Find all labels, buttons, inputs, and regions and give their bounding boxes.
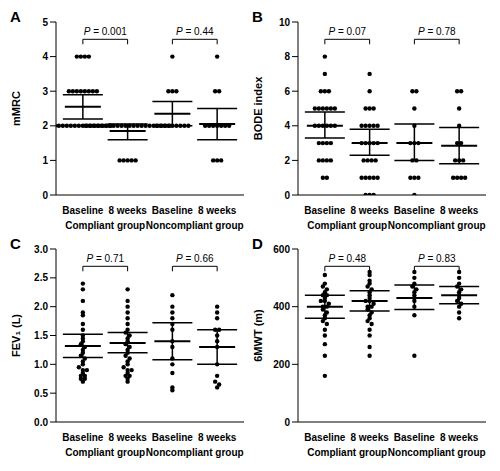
svg-text:2: 2 (42, 120, 48, 131)
html-text:A: A (10, 8, 21, 25)
svg-text:6MWT (m): 6MWT (m) (252, 309, 264, 362)
svg-text:400: 400 (273, 301, 290, 312)
svg-text:P = 0.07: P = 0.07 (328, 26, 366, 37)
svg-text:2.0: 2.0 (34, 301, 48, 312)
svg-text:2.5: 2.5 (34, 272, 48, 283)
svg-text:Baseline: Baseline (62, 432, 104, 443)
svg-text:8 weeks: 8 weeks (440, 432, 479, 443)
svg-text:600: 600 (273, 244, 290, 255)
html-text:C: C (10, 235, 21, 252)
svg-text:P = 0.66: P = 0.66 (176, 253, 214, 264)
svg-text:Noncompliant group: Noncompliant group (146, 220, 244, 231)
svg-text:8 weeks: 8 weeks (108, 205, 147, 216)
svg-text:4: 4 (284, 120, 290, 131)
svg-text:mMRC: mMRC (10, 91, 22, 126)
svg-text:8 weeks: 8 weeks (108, 432, 147, 443)
svg-text:8 weeks: 8 weeks (350, 205, 389, 216)
svg-text:1.5: 1.5 (34, 330, 48, 341)
svg-text:1: 1 (42, 155, 48, 166)
svg-text:200: 200 (273, 359, 290, 370)
svg-text:Noncompliant group: Noncompliant group (146, 447, 244, 458)
svg-text:Baseline: Baseline (304, 432, 346, 443)
svg-text:0.0: 0.0 (34, 417, 48, 428)
svg-text:Baseline: Baseline (394, 432, 436, 443)
svg-text:Baseline: Baseline (304, 205, 346, 216)
svg-text:Baseline: Baseline (152, 205, 194, 216)
svg-text:0.5: 0.5 (34, 388, 48, 399)
svg-text:P = 0.44: P = 0.44 (176, 26, 214, 37)
svg-text:4: 4 (42, 51, 48, 62)
svg-text:3.0: 3.0 (34, 244, 48, 255)
html-text:B: B (252, 8, 263, 25)
svg-text:8 weeks: 8 weeks (198, 205, 237, 216)
svg-text:Noncompliant group: Noncompliant group (388, 220, 486, 231)
html-text:D: D (252, 235, 263, 252)
svg-text:P = 0.48: P = 0.48 (328, 253, 366, 264)
svg-text:Baseline: Baseline (394, 205, 436, 216)
svg-text:P = 0.71: P = 0.71 (86, 253, 124, 264)
svg-text:Compliant group: Compliant group (307, 220, 387, 231)
svg-text:10: 10 (279, 17, 291, 28)
svg-text:P = 0.83: P = 0.83 (418, 253, 456, 264)
svg-text:Baseline: Baseline (152, 432, 194, 443)
svg-text:8 weeks: 8 weeks (198, 432, 237, 443)
svg-text:8 weeks: 8 weeks (440, 205, 479, 216)
svg-text:6: 6 (284, 86, 290, 97)
svg-text:8 weeks: 8 weeks (350, 432, 389, 443)
svg-text:FEV₁ (L): FEV₁ (L) (10, 314, 22, 357)
svg-text:BODE index: BODE index (252, 76, 264, 140)
svg-text:3: 3 (42, 86, 48, 97)
svg-text:0: 0 (284, 190, 290, 201)
svg-text:5: 5 (42, 17, 48, 28)
svg-text:0: 0 (42, 190, 48, 201)
svg-text:Compliant group: Compliant group (65, 220, 145, 231)
svg-text:Compliant group: Compliant group (65, 447, 145, 458)
svg-text:P = 0.78: P = 0.78 (418, 26, 456, 37)
svg-text:0: 0 (284, 417, 290, 428)
svg-text:1.0: 1.0 (34, 359, 48, 370)
svg-text:P = 0.001: P = 0.001 (84, 26, 128, 37)
svg-text:8: 8 (284, 51, 290, 62)
svg-text:Noncompliant group: Noncompliant group (388, 447, 486, 458)
svg-text:Compliant group: Compliant group (307, 447, 387, 458)
svg-text:2: 2 (284, 155, 290, 166)
svg-text:Baseline: Baseline (62, 205, 104, 216)
